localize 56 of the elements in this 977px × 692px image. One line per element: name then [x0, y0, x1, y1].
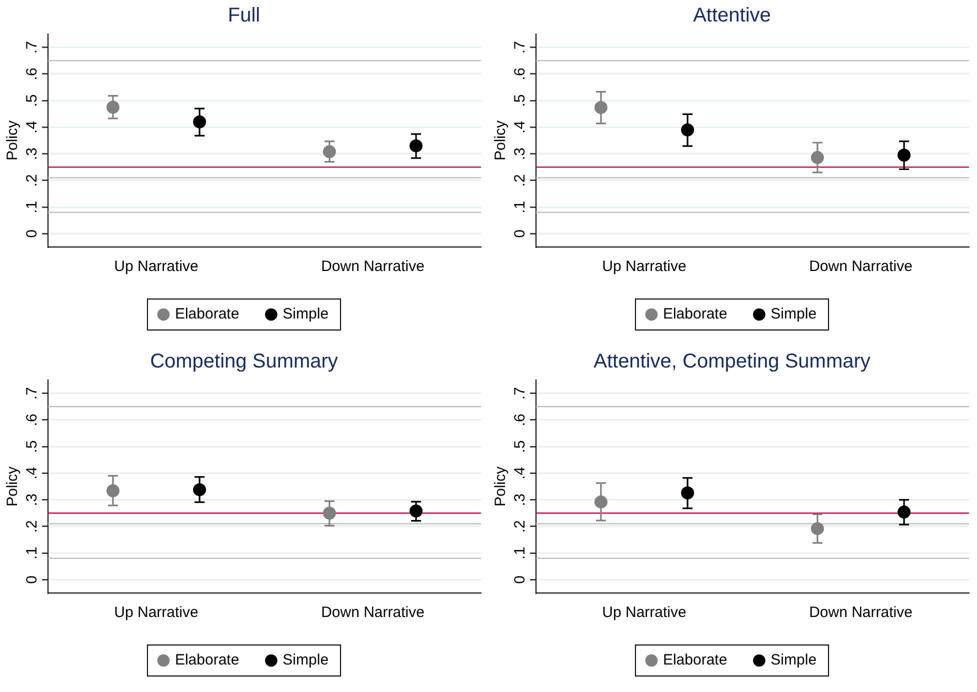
y-tick-label: .3: [512, 494, 529, 506]
chart-title: Full: [228, 4, 260, 27]
y-tick-label: .4: [24, 466, 41, 480]
legend-label: Elaborate: [174, 652, 240, 669]
x-tick-label: Down Narrative: [809, 604, 912, 622]
x-tick-label: Up Narrative: [114, 604, 198, 622]
y-tick-label: 0: [24, 576, 41, 584]
y-tick-label: .4: [512, 120, 529, 134]
chart-title: Competing Summary: [150, 350, 338, 373]
y-tick-label: .1: [24, 546, 41, 560]
y-tick-label: .7: [512, 387, 529, 400]
y-axis-title: Policy: [492, 466, 510, 507]
y-tick-label: .5: [24, 94, 41, 107]
y-tick-label: .3: [24, 148, 41, 160]
y-tick-label: .7: [512, 41, 529, 54]
y-axis-title: Policy: [4, 466, 22, 507]
chart-title: Attentive: [693, 4, 771, 27]
x-tick-label: Down Narrative: [321, 258, 424, 276]
x-tick-label: Down Narrative: [321, 604, 424, 622]
legend-label: Simple: [770, 306, 817, 323]
y-tick-label: 0: [512, 230, 529, 238]
x-tick-label: Down Narrative: [809, 258, 912, 276]
legend-label: Simple: [282, 652, 329, 669]
y-tick-label: .1: [24, 200, 41, 214]
legend-label: Simple: [770, 652, 817, 669]
y-tick-label: .1: [512, 200, 529, 214]
y-tick-label: 0: [24, 230, 41, 238]
y-tick-label: .6: [512, 414, 529, 426]
y-tick-label: .6: [24, 68, 41, 80]
x-tick-label: Up Narrative: [602, 258, 686, 276]
y-axis-title: Policy: [492, 120, 510, 161]
legend-label: Simple: [282, 306, 329, 323]
y-tick-label: .2: [512, 520, 529, 533]
y-tick-label: .1: [512, 546, 529, 560]
y-tick-label: .5: [512, 94, 529, 107]
y-tick-label: .3: [512, 148, 529, 160]
x-tick-label: Up Narrative: [602, 604, 686, 622]
y-tick-label: .5: [512, 440, 529, 453]
y-tick-label: .2: [512, 174, 529, 187]
y-tick-label: .5: [24, 440, 41, 453]
y-tick-label: .3: [24, 494, 41, 506]
x-tick-label: Up Narrative: [114, 258, 198, 276]
y-tick-label: .7: [24, 41, 41, 54]
y-tick-label: .6: [512, 68, 529, 80]
y-tick-label: .2: [24, 174, 41, 187]
y-tick-label: .6: [24, 414, 41, 426]
y-tick-label: 0: [512, 576, 529, 584]
legend-label: Elaborate: [662, 306, 728, 323]
y-axis-title: Policy: [4, 120, 22, 161]
y-tick-label: .2: [24, 520, 41, 533]
y-tick-label: .4: [512, 466, 529, 480]
y-tick-label: .7: [24, 387, 41, 400]
legend-label: Elaborate: [174, 306, 240, 323]
y-tick-label: .4: [24, 120, 41, 134]
chart-title: Attentive, Competing Summary: [594, 350, 870, 373]
legend-label: Elaborate: [662, 652, 728, 669]
